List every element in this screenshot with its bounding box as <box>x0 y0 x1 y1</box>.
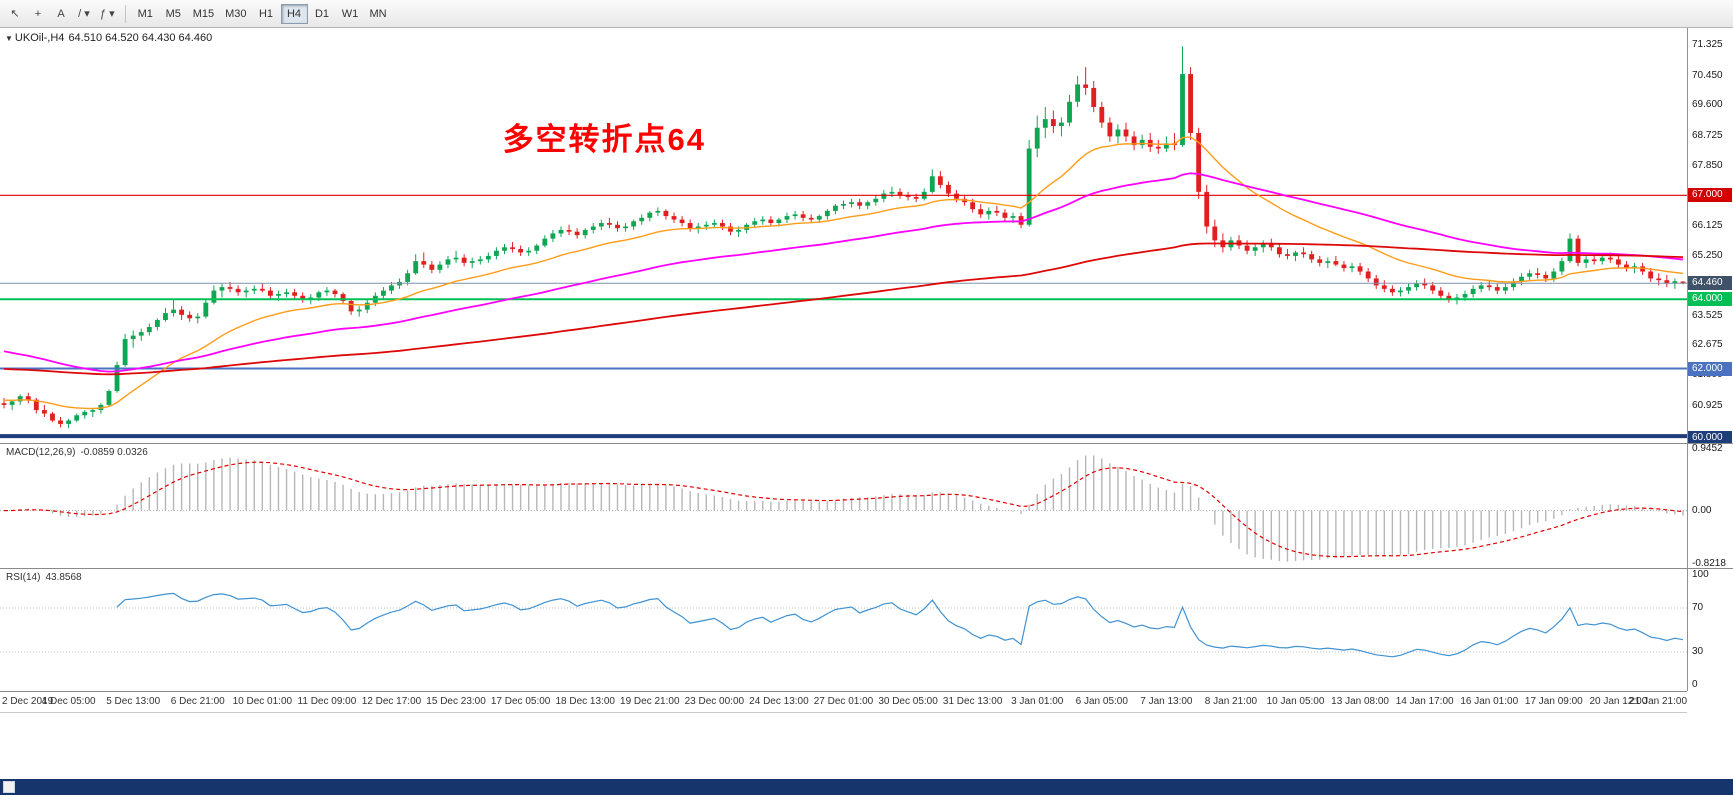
macd-values: -0.0859 0.0326 <box>80 447 148 458</box>
timeframe-m1-button[interactable]: M1 <box>132 4 159 24</box>
rsi-scale: 100 70 30 0 <box>1687 569 1733 691</box>
chart-annotation: 多空转折点64 <box>502 122 707 157</box>
time-tick-label: 30 Dec 05:00 <box>878 696 938 707</box>
time-tick-label: 20 Jan 12:00 <box>1589 696 1648 707</box>
rsi-scale-label: 70 <box>1692 602 1704 613</box>
price-badge-64.460: 64.460 <box>1688 276 1732 291</box>
timeframe-m30-button[interactable]: M30 <box>220 4 251 24</box>
time-tick-label: 11 Dec 09:00 <box>297 696 357 707</box>
time-tick-label: 8 Jan 21:00 <box>1204 696 1258 707</box>
macd-label: MACD(12,26,9) -0.0859 0.0326 <box>6 447 153 458</box>
time-tick-label: 18 Dec 13:00 <box>555 696 615 707</box>
price-tick-label: 68.725 <box>1692 129 1723 141</box>
symbol-info: ▼ UKOil-,H4 64.510 64.520 64.430 64.460 <box>5 32 216 44</box>
price-badge-67.000: 67.000 <box>1688 188 1732 203</box>
time-tick-label: 4 Dec 05:00 <box>41 696 96 707</box>
price-badge-64.000: 64.000 <box>1688 292 1732 307</box>
crosshair-icon[interactable]: + <box>27 3 49 25</box>
line-studies-icon[interactable]: / ▾ <box>73 3 95 25</box>
time-tick-label: 6 Dec 21:00 <box>170 696 225 707</box>
macd-panel: 0.9452 0.00 -0.8218 MACD(12,26,9) -0.0859 0… <box>0 442 1733 570</box>
rsi-chart[interactable] <box>0 569 1687 691</box>
taskbar-app-icon[interactable] <box>3 781 15 793</box>
price-scale[interactable]: 71.325 70.450 69.600 68.725 67.850 66.125 65.2… <box>1687 28 1733 445</box>
price-badge-62.000: 62.000 <box>1688 361 1732 376</box>
price-tick-label: 66.125 <box>1692 219 1723 231</box>
text-label-icon[interactable]: A <box>50 3 72 25</box>
price-tick-label: 65.250 <box>1692 249 1723 261</box>
rsi-scale-label: 0 <box>1692 679 1698 690</box>
time-tick-label: 31 Dec 13:00 <box>942 696 1003 707</box>
timeframe-m5-button[interactable]: M5 <box>160 4 187 24</box>
candlestick-chart[interactable] <box>0 28 1687 443</box>
price-tick-label: 60.925 <box>1692 399 1723 411</box>
rsi-scale-label: 100 <box>1692 569 1709 580</box>
time-tick-label: 21 Jan 21:00 <box>1629 696 1687 707</box>
time-tick-label: 16 Jan 01:00 <box>1460 696 1519 707</box>
taskbar <box>0 779 1733 795</box>
rsi-name: RSI(14) <box>6 572 41 583</box>
timeframe-mn-button[interactable]: MN <box>365 4 392 24</box>
expand-triangle-icon[interactable]: ▼ <box>5 34 13 43</box>
time-tick-label: 5 Dec 13:00 <box>106 696 161 707</box>
macd-scale: 0.9452 0.00 -0.8218 <box>1687 442 1733 570</box>
macd-chart[interactable] <box>0 444 1687 568</box>
timeframe-w1-button[interactable]: W1 <box>337 4 364 24</box>
toolbar-separator <box>124 4 126 23</box>
price-tick-label: 70.450 <box>1692 69 1723 81</box>
time-tick-label: 23 Dec 00:00 <box>684 696 745 707</box>
time-tick-label: 13 Jan 08:00 <box>1331 696 1389 707</box>
timeframe-h4-button[interactable]: H4 <box>280 3 308 24</box>
macd-scale-label: 0.9452 <box>1692 442 1723 454</box>
price-tick-label: 69.600 <box>1692 99 1723 111</box>
time-tick-label: 17 Dec 05:00 <box>490 696 551 707</box>
symbol-period: UKOil-,H4 <box>14 32 65 44</box>
time-tick-label: 3 Jan 01:00 <box>1011 696 1064 707</box>
time-axis[interactable]: 2 Dec 2019 4 Dec 05:00 5 Dec 13:00 6 Dec 21… <box>0 691 1687 713</box>
price-tick-label: 62.675 <box>1692 339 1723 351</box>
time-tick-label: 24 Dec 13:00 <box>749 696 809 707</box>
main-chart-panel: 71.325 70.450 69.600 68.725 67.850 66.125 65.2… <box>0 28 1733 445</box>
toolbar: ↖ + A / ▾ ƒ ▾ M1 M5 M15 M30 H1 H4 D1 W1 MN <box>0 0 1733 28</box>
price-tick-label: 71.325 <box>1692 39 1723 51</box>
rsi-label: RSI(14) 43.8568 <box>6 572 87 583</box>
rsi-panel: 100 70 30 0 RSI(14) 43.8568 <box>0 568 1733 691</box>
indicators-icon[interactable]: ƒ ▾ <box>96 3 119 25</box>
ohlc-values: 64.510 64.520 64.430 64.460 <box>68 32 213 44</box>
cursor-icon[interactable]: ↖ <box>4 3 26 25</box>
time-tick-label: 2 Dec 2019 <box>2 696 54 707</box>
timeframe-m15-button[interactable]: M15 <box>188 4 219 24</box>
time-tick-label: 14 Jan 17:00 <box>1395 696 1454 707</box>
timeframe-h1-button[interactable]: H1 <box>253 4 280 24</box>
price-tick-label: 67.850 <box>1692 159 1723 171</box>
price-badge-60.000: 60.000 <box>1688 430 1732 445</box>
time-tick-label: 12 Dec 17:00 <box>361 696 422 707</box>
rsi-value: 43.8568 <box>45 572 82 583</box>
time-tick-label: 17 Jan 09:00 <box>1524 696 1583 707</box>
time-tick-label: 10 Dec 01:00 <box>232 696 293 707</box>
time-tick-label: 7 Jan 13:00 <box>1140 696 1193 707</box>
macd-scale-label: 0.00 <box>1692 504 1712 516</box>
tool-group: ↖ + A / ▾ ƒ ▾ <box>4 3 119 25</box>
time-tick-label: 10 Jan 05:00 <box>1266 696 1325 707</box>
time-tick-label: 15 Dec 23:00 <box>426 696 486 707</box>
rsi-scale-label: 30 <box>1692 646 1704 657</box>
time-tick-label: 6 Jan 05:00 <box>1075 696 1128 707</box>
macd-name: MACD(12,26,9) <box>6 447 76 458</box>
time-tick-label: 27 Dec 01:00 <box>813 696 874 707</box>
time-tick-label: 19 Dec 21:00 <box>620 696 680 707</box>
timeframe-d1-button[interactable]: D1 <box>309 4 336 24</box>
timeframe-group: M1 M5 M15 M30 H1 H4 D1 W1 MN <box>132 3 392 24</box>
macd-scale-label: -0.8218 <box>1692 558 1726 570</box>
price-tick-label: 63.525 <box>1692 309 1723 321</box>
